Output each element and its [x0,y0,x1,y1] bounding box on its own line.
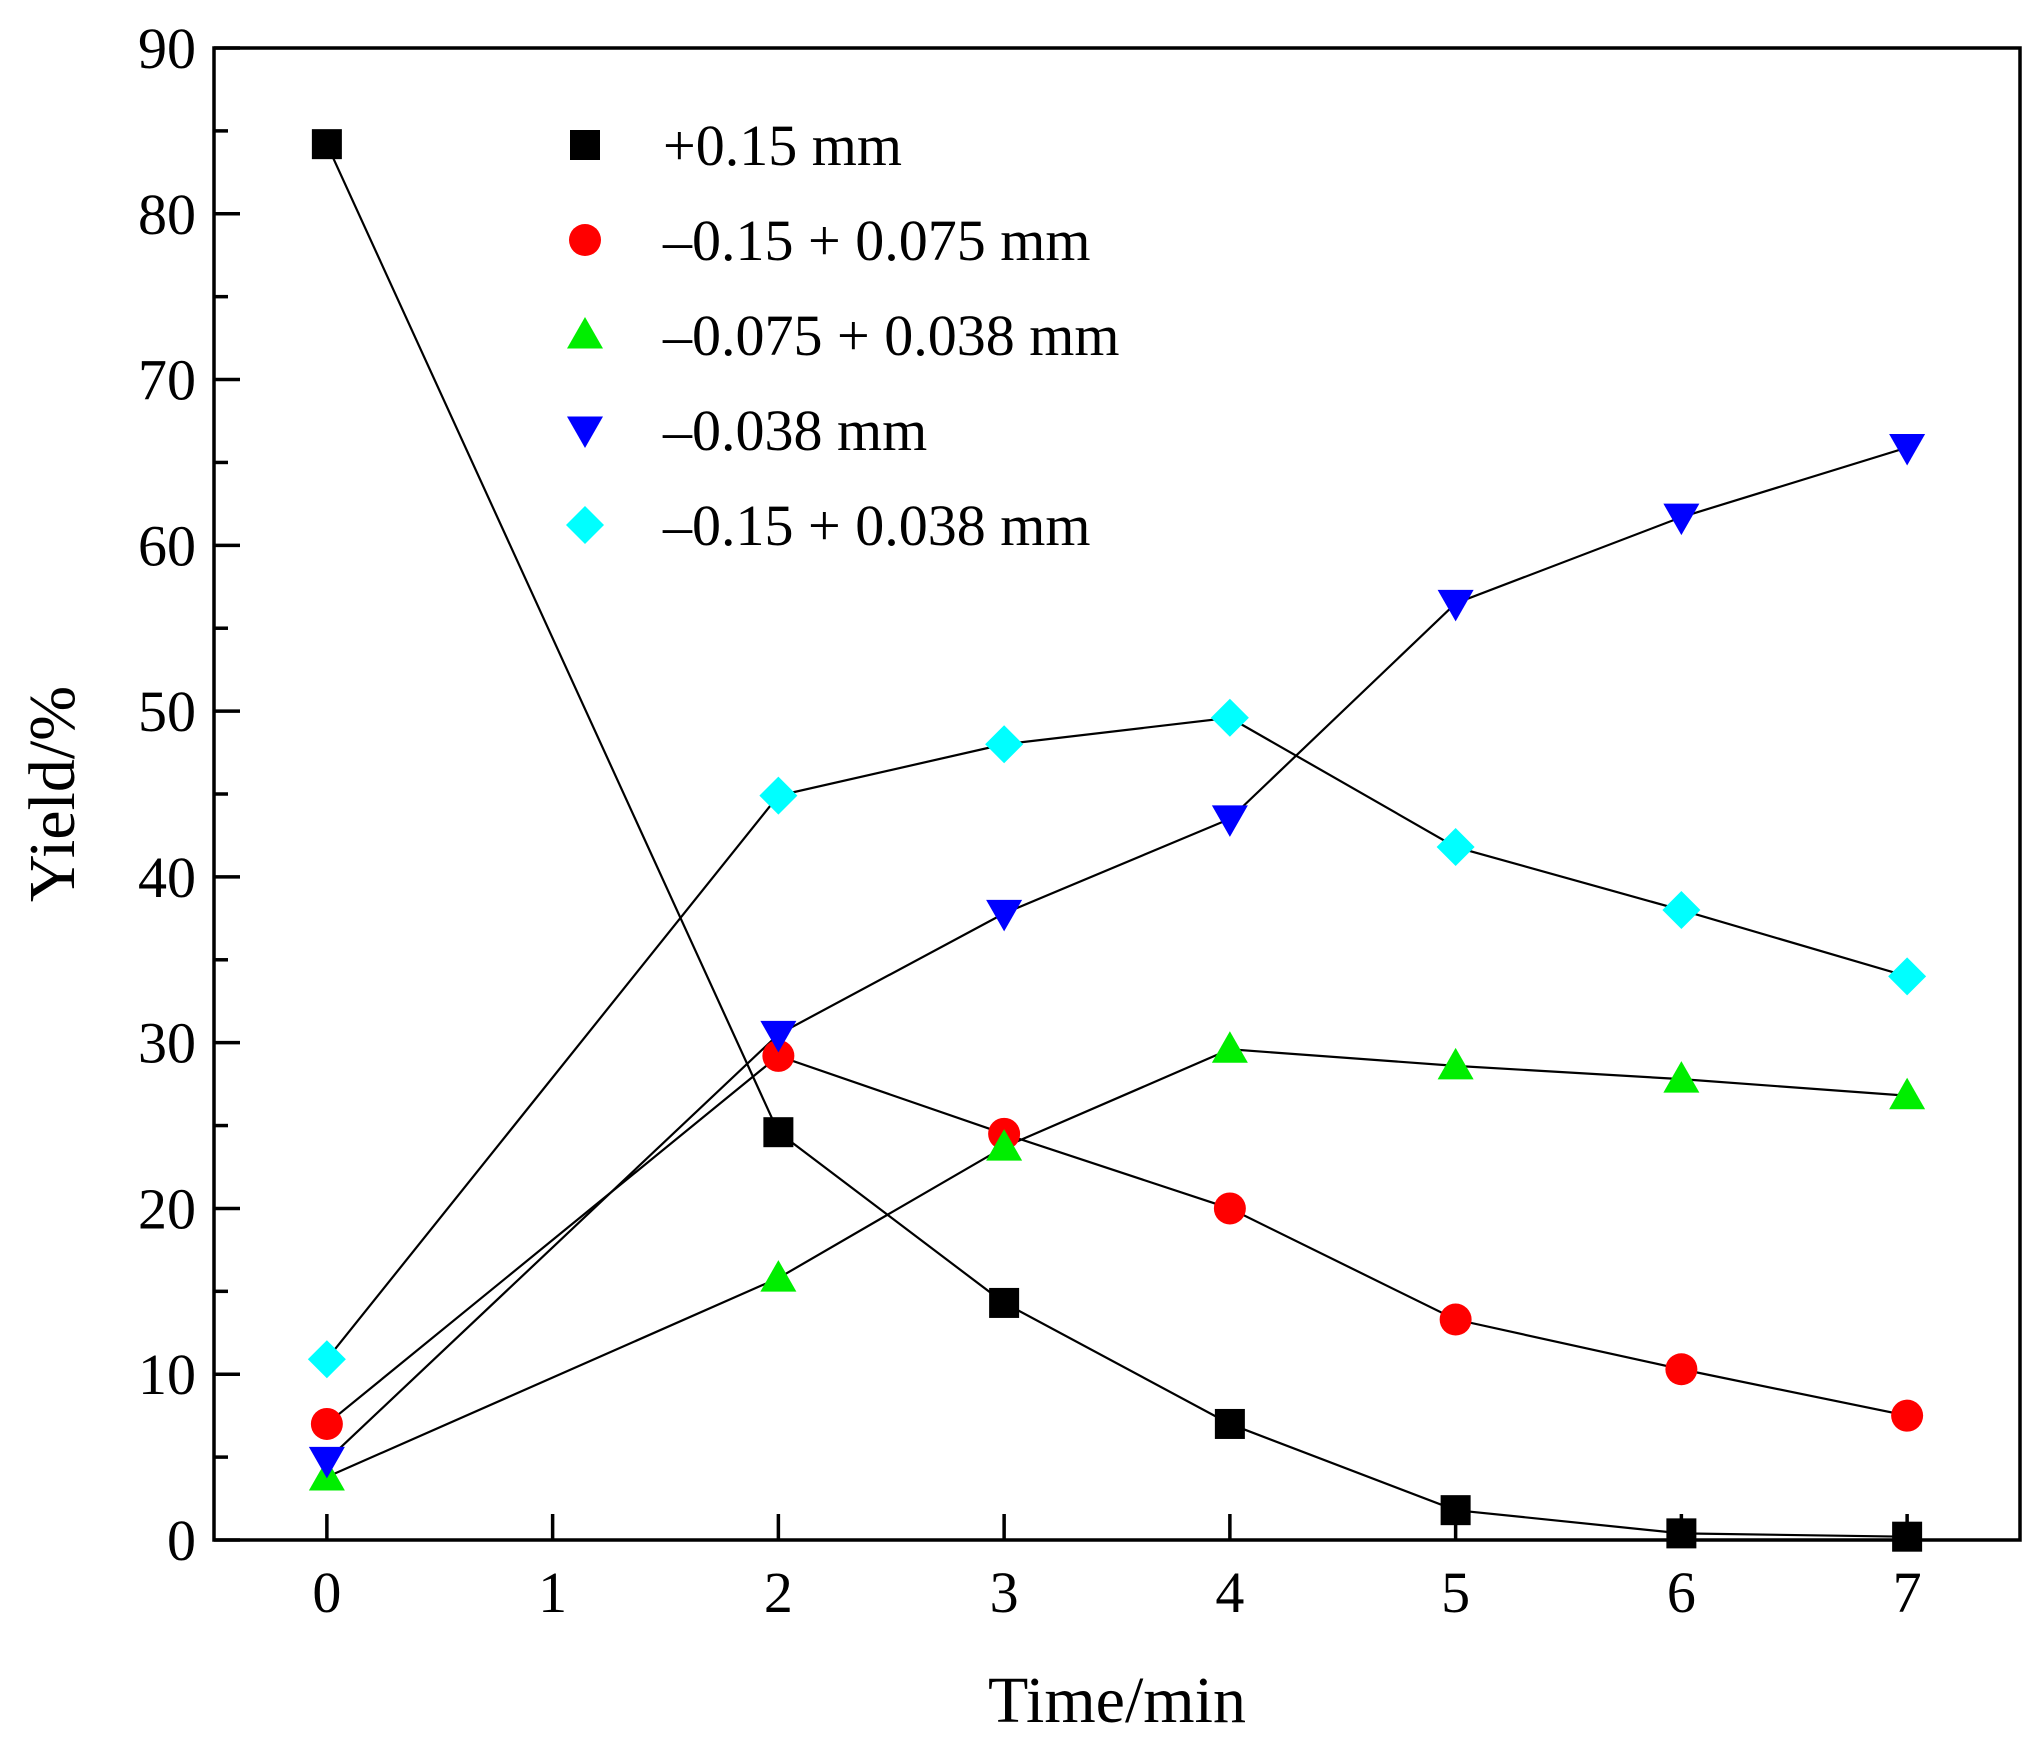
data-point-series-1 [1213,1192,1246,1225]
data-point-series-0 [1666,1518,1697,1549]
data-point-series-3 [308,1446,345,1479]
data-point-series-0 [989,1287,1020,1318]
x-tick-label: 4 [1215,1560,1244,1625]
legend-label-3: –0.038 mm [662,398,927,463]
y-tick-label: 30 [138,1011,196,1076]
data-point-series-3 [760,1020,797,1053]
data-point-series-2 [760,1260,797,1292]
data-point-series-1 [1665,1353,1698,1386]
legend-marker-4 [566,506,604,544]
data-point-series-1 [762,1039,795,1072]
y-axis-title: Yield/% [16,686,89,902]
y-tick-label: 10 [138,1342,196,1407]
data-point-series-0 [1214,1408,1245,1439]
data-point-series-4 [1888,957,1927,996]
data-point-series-3 [1437,589,1474,622]
x-tick-label: 2 [764,1560,793,1625]
data-point-series-0 [763,1117,794,1148]
data-point-series-2 [986,1129,1023,1161]
data-point-series-2 [1889,1077,1926,1110]
legend-label-0: +0.15 mm [663,113,902,178]
data-point-series-0 [1440,1495,1471,1526]
legend-marker-3 [567,416,603,448]
x-tick-label: 7 [1893,1560,1922,1625]
data-point-series-1 [1439,1303,1472,1336]
y-tick-label: 90 [138,16,196,81]
data-point-series-4 [985,725,1024,764]
x-tick-label: 3 [990,1560,1019,1625]
y-tick-label: 70 [138,348,196,413]
y-tick-label: 20 [138,1176,196,1241]
plot-frame [212,46,2022,1542]
data-point-series-1 [310,1407,343,1440]
x-axis-title: Time/min [988,1664,1246,1737]
data-point-series-0 [311,129,342,160]
data-point-series-4 [1662,891,1701,930]
y-tick-label: 0 [167,1508,196,1573]
data-point-series-4 [759,776,798,815]
x-tick-label: 1 [538,1560,567,1625]
legend-label-4: –0.15 + 0.038 mm [662,493,1090,558]
y-tick-label: 60 [138,513,196,578]
data-point-series-3 [1889,434,1926,466]
data-point-series-4 [307,1340,346,1379]
data-point-series-3 [1211,805,1248,837]
legend-marker-0 [570,130,600,160]
x-tick-label: 0 [312,1560,341,1625]
data-point-series-0 [1892,1521,1923,1552]
y-tick-label: 80 [138,182,196,247]
data-point-series-3 [986,899,1023,932]
data-point-series-2 [1663,1061,1700,1093]
data-point-series-4 [1210,698,1249,737]
x-tick-label: 6 [1667,1560,1696,1625]
legend-marker-1 [569,224,601,256]
y-tick-label: 40 [138,845,196,910]
data-point-series-2 [1437,1047,1474,1080]
y-tick-label: 50 [138,679,196,744]
data-point-series-3 [1663,503,1700,536]
legend-marker-2 [567,317,603,349]
data-point-series-1 [1891,1399,1924,1432]
data-point-series-2 [1211,1031,1248,1063]
legend-label-2: –0.075 + 0.038 mm [662,303,1119,368]
x-tick-label: 5 [1441,1560,1470,1625]
data-point-series-4 [1436,828,1475,867]
legend-label-1: –0.15 + 0.075 mm [662,208,1090,273]
